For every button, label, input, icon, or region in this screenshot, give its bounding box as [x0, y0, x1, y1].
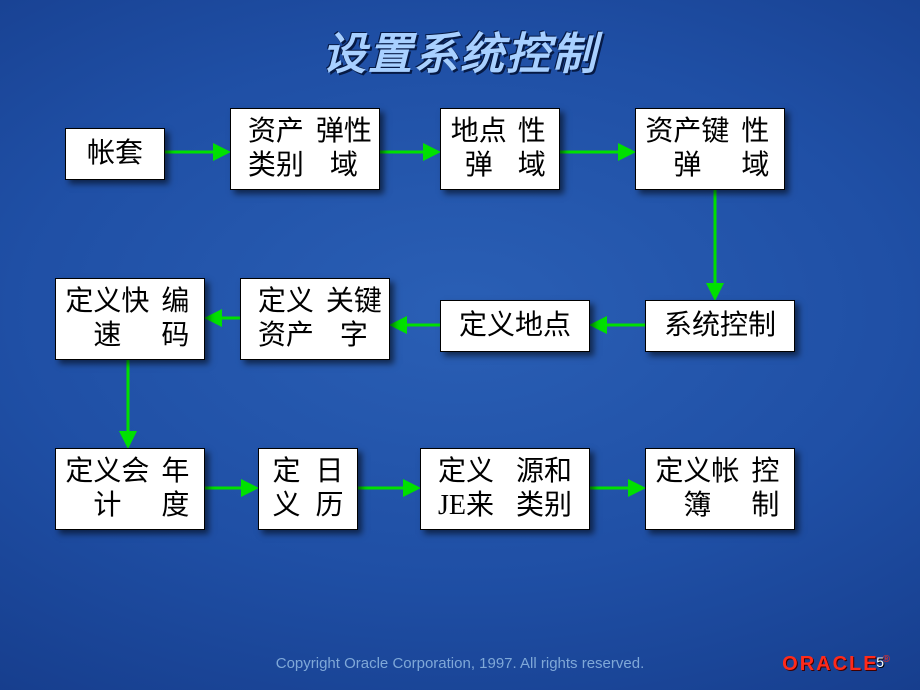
flow-node-n4: 资产键弹性域: [635, 108, 785, 190]
flow-node-n3: 地点弹性域: [440, 108, 560, 190]
flow-node-n2: 资产类别弹性域: [230, 108, 380, 190]
oracle-logo: ORACLE ®: [782, 654, 890, 674]
flow-node-n10: 定义日历: [258, 448, 358, 530]
flow-node-n7: 定义资产关键字: [240, 278, 390, 360]
flow-node-n6: 定义地点: [440, 300, 590, 352]
flow-node-n12: 定义帐簿控制: [645, 448, 795, 530]
slide-root: 设置系统控制 Copyright Oracle Corporation, 199…: [0, 0, 920, 690]
flow-node-n11: 定义JE来源和类别: [420, 448, 590, 530]
flow-node-n5: 系统控制: [645, 300, 795, 352]
page-number: 5: [876, 654, 884, 670]
oracle-logo-text: ORACLE: [782, 654, 878, 674]
flow-node-n8: 定义快速编码: [55, 278, 205, 360]
flow-node-n9: 定义会计年度: [55, 448, 205, 530]
flow-node-n1: 帐套: [65, 128, 165, 180]
slide-title: 设置系统控制: [0, 18, 920, 82]
